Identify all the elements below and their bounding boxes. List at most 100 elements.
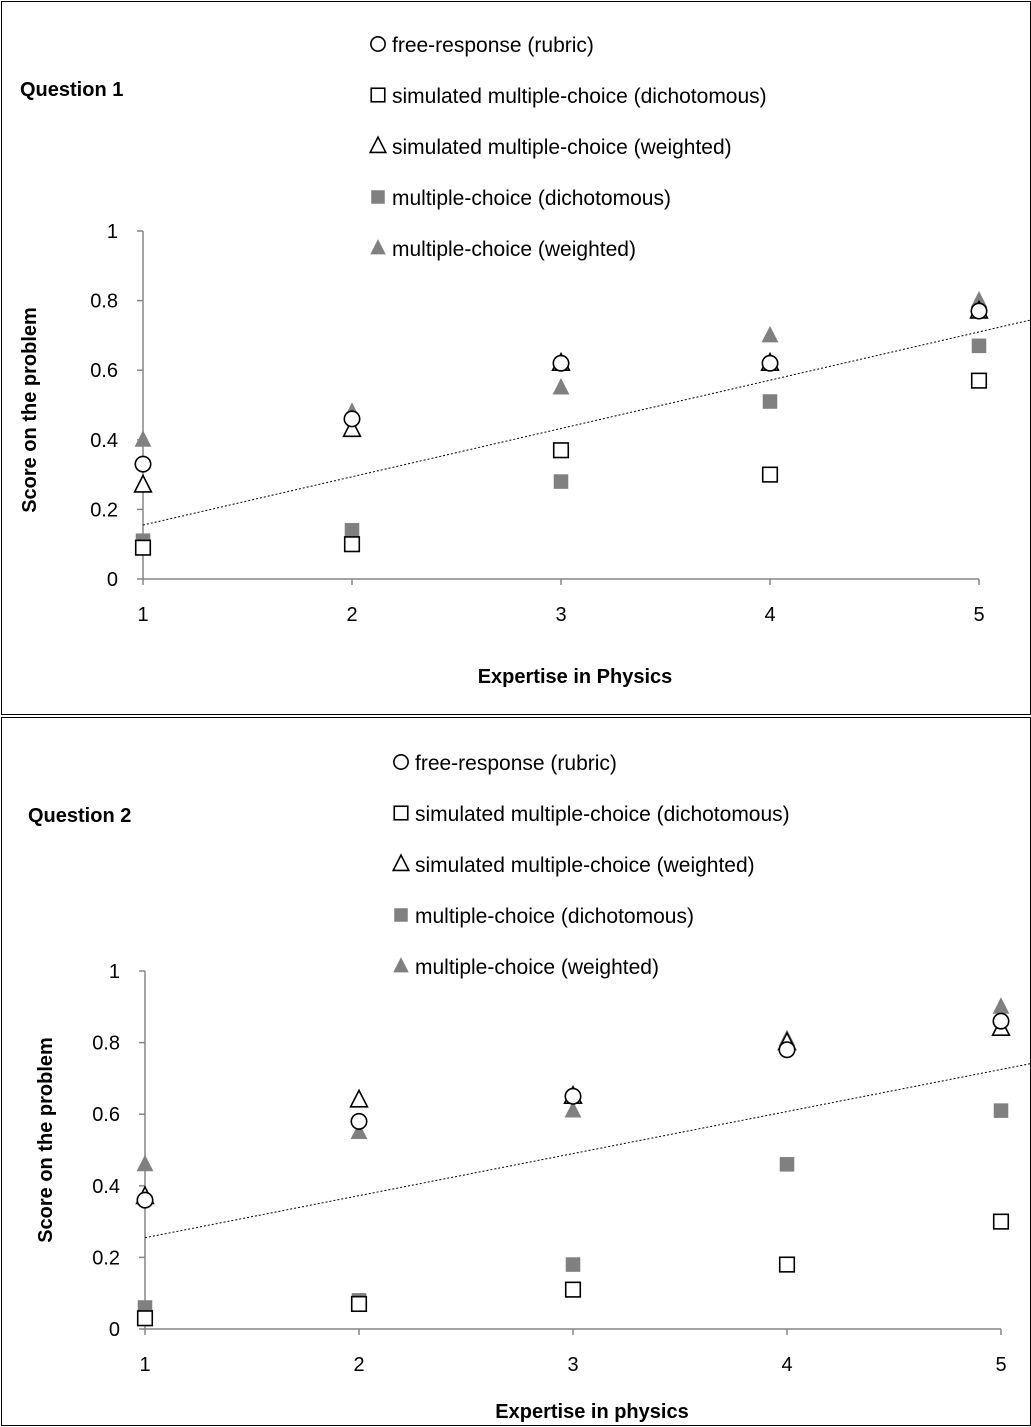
legend-marker: [371, 190, 385, 204]
data-point: [761, 466, 779, 483]
question-label: Question 1: [20, 79, 123, 101]
question-label: Question 2: [28, 805, 131, 827]
x-tick-label: 4: [781, 1354, 792, 1376]
y-tick-label: 1: [109, 961, 120, 983]
y-tick-label: 0.4: [92, 1176, 120, 1198]
data-point: [342, 418, 362, 438]
x-tick-label: 5: [995, 1354, 1006, 1376]
legend: free-response (rubric) simulated multiple…: [391, 752, 790, 979]
x-tick-label: 3: [555, 604, 566, 626]
data-point: [778, 1041, 796, 1059]
data-point: [350, 1112, 368, 1130]
y-tick-label: 0.6: [92, 1104, 120, 1126]
data-point: [552, 442, 570, 459]
legend-label: free-response (rubric): [415, 752, 617, 775]
data-point: [762, 394, 778, 409]
data-point: [564, 1101, 582, 1118]
y-tick-label: 0: [107, 569, 118, 591]
legend-label: multiple-choice (dichotomous): [392, 187, 671, 210]
legend-label: simulated multiple-choice (weighted): [415, 854, 755, 877]
x-tick-label: 1: [139, 1354, 150, 1376]
data-point: [136, 1310, 154, 1327]
trendline: [144, 1063, 1031, 1239]
x-tick-label: 5: [973, 604, 984, 626]
data-points: [135, 997, 1011, 1327]
data-point: [343, 536, 361, 553]
data-point: [552, 378, 570, 395]
scatter-chart-question-2: Question 2 free-response (rubric) simulat…: [28, 752, 1031, 1423]
axes: 0 0.2 0.4 0.6 0.8 1 1 2 3 4 5: [90, 221, 984, 626]
x-tick-label: 2: [346, 604, 357, 626]
trendline-group: [144, 1063, 1031, 1239]
legend-label: multiple-choice (weighted): [415, 956, 659, 979]
data-point: [565, 1257, 581, 1272]
data-point: [552, 354, 570, 372]
trendline-group: [142, 319, 1031, 526]
x-tick-label: 3: [567, 1354, 578, 1376]
legend-label: multiple-choice (weighted): [392, 238, 636, 261]
data-point: [992, 1213, 1010, 1230]
data-point: [349, 1088, 369, 1108]
data-point: [778, 1256, 796, 1273]
data-point: [970, 372, 988, 389]
x-tick-label: 4: [764, 604, 775, 626]
y-tick-label: 0.4: [90, 430, 118, 452]
data-point: [134, 430, 152, 447]
axes: 0 0.2 0.4 0.6 0.8 1 1 2 3 4 5: [92, 961, 1006, 1376]
data-point: [134, 539, 152, 556]
legend-marker: [394, 908, 408, 922]
legend-label: multiple-choice (dichotomous): [415, 905, 694, 928]
legend-marker: [368, 135, 388, 154]
data-point: [971, 338, 987, 354]
legend-marker: [393, 754, 409, 770]
legend-marker: [391, 853, 411, 872]
x-tick-label: 1: [137, 604, 148, 626]
data-point: [133, 473, 153, 493]
y-axis-title: Score on the problem: [35, 1037, 57, 1243]
x-axis-title: Expertise in physics: [495, 1401, 688, 1423]
data-point: [564, 1281, 582, 1298]
y-tick-label: 0.8: [92, 1033, 120, 1055]
legend-marker: [393, 805, 409, 821]
data-point: [970, 291, 988, 308]
data-point: [136, 1191, 154, 1209]
data-point: [761, 354, 779, 372]
legend-label: simulated multiple-choice (dichotomous): [415, 803, 790, 826]
y-tick-label: 0: [109, 1319, 120, 1341]
data-point: [553, 474, 569, 489]
y-tick-label: 0.2: [92, 1247, 120, 1269]
legend-label: free-response (rubric): [392, 34, 594, 57]
legend: free-response (rubric) simulated multiple…: [368, 34, 767, 261]
legend-label: simulated multiple-choice (dichotomous): [392, 85, 767, 108]
data-point: [761, 325, 779, 343]
data-point: [350, 1295, 368, 1313]
data-point: [779, 1157, 795, 1172]
data-point: [134, 455, 152, 473]
y-tick-label: 0.6: [90, 360, 118, 382]
data-point: [350, 1122, 368, 1140]
data-point: [343, 410, 361, 428]
chart-panel-question-2: Question 2 free-response (rubric) simulat…: [0, 716, 1031, 1427]
x-tick-label: 2: [353, 1354, 364, 1376]
legend-marker: [370, 239, 386, 255]
scatter-chart-question-1: Question 1 free-response (rubric) simulat…: [19, 34, 1031, 688]
data-point: [564, 1087, 582, 1105]
y-tick-label: 1: [107, 221, 118, 243]
legend-marker: [370, 36, 386, 52]
data-point: [992, 997, 1010, 1014]
y-tick-label: 0.8: [90, 291, 118, 313]
legend-label: simulated multiple-choice (weighted): [392, 136, 732, 159]
data-points: [133, 291, 989, 556]
data-point: [993, 1103, 1009, 1118]
y-axis-title: Score on the problem: [19, 307, 41, 513]
data-point: [992, 1012, 1010, 1030]
y-tick-label: 0.2: [90, 499, 118, 521]
data-point: [344, 523, 360, 538]
legend-marker: [370, 87, 386, 103]
legend-marker: [393, 957, 409, 973]
x-axis-title: Expertise in Physics: [478, 666, 673, 688]
data-point: [136, 1154, 154, 1172]
trendline: [142, 319, 1031, 526]
chart-panel-question-1: Question 1 free-response (rubric) simulat…: [1, 1, 1031, 715]
data-point: [970, 302, 988, 320]
